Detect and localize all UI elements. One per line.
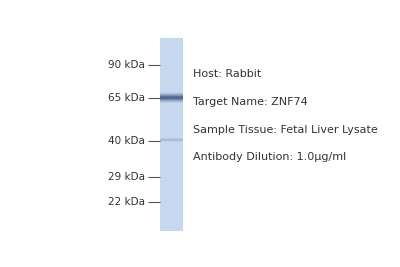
Bar xyxy=(160,94,183,95)
Bar xyxy=(160,103,183,104)
Text: Antibody Dilution: 1.0μg/ml: Antibody Dilution: 1.0μg/ml xyxy=(193,152,346,162)
Text: Sample Tissue: Fetal Liver Lysate: Sample Tissue: Fetal Liver Lysate xyxy=(193,125,377,135)
Text: 65 kDa: 65 kDa xyxy=(108,93,144,103)
Bar xyxy=(160,140,183,141)
Bar xyxy=(160,38,183,231)
Text: 90 kDa: 90 kDa xyxy=(108,60,144,70)
Bar xyxy=(160,92,183,93)
Bar xyxy=(160,93,183,94)
Bar xyxy=(160,96,183,97)
Text: Host: Rabbit: Host: Rabbit xyxy=(193,69,261,79)
Bar xyxy=(160,97,183,98)
Bar xyxy=(160,139,183,140)
Bar xyxy=(160,95,183,96)
Text: Target Name: ZNF74: Target Name: ZNF74 xyxy=(193,97,307,107)
Bar xyxy=(160,100,183,101)
Bar xyxy=(160,141,183,142)
Bar xyxy=(160,102,183,103)
Text: 40 kDa: 40 kDa xyxy=(108,136,144,146)
Bar xyxy=(160,101,183,102)
Text: 29 kDa: 29 kDa xyxy=(108,172,144,182)
Bar xyxy=(160,99,183,100)
Text: 22 kDa: 22 kDa xyxy=(108,197,144,207)
Bar xyxy=(160,98,183,99)
Bar xyxy=(160,138,183,139)
